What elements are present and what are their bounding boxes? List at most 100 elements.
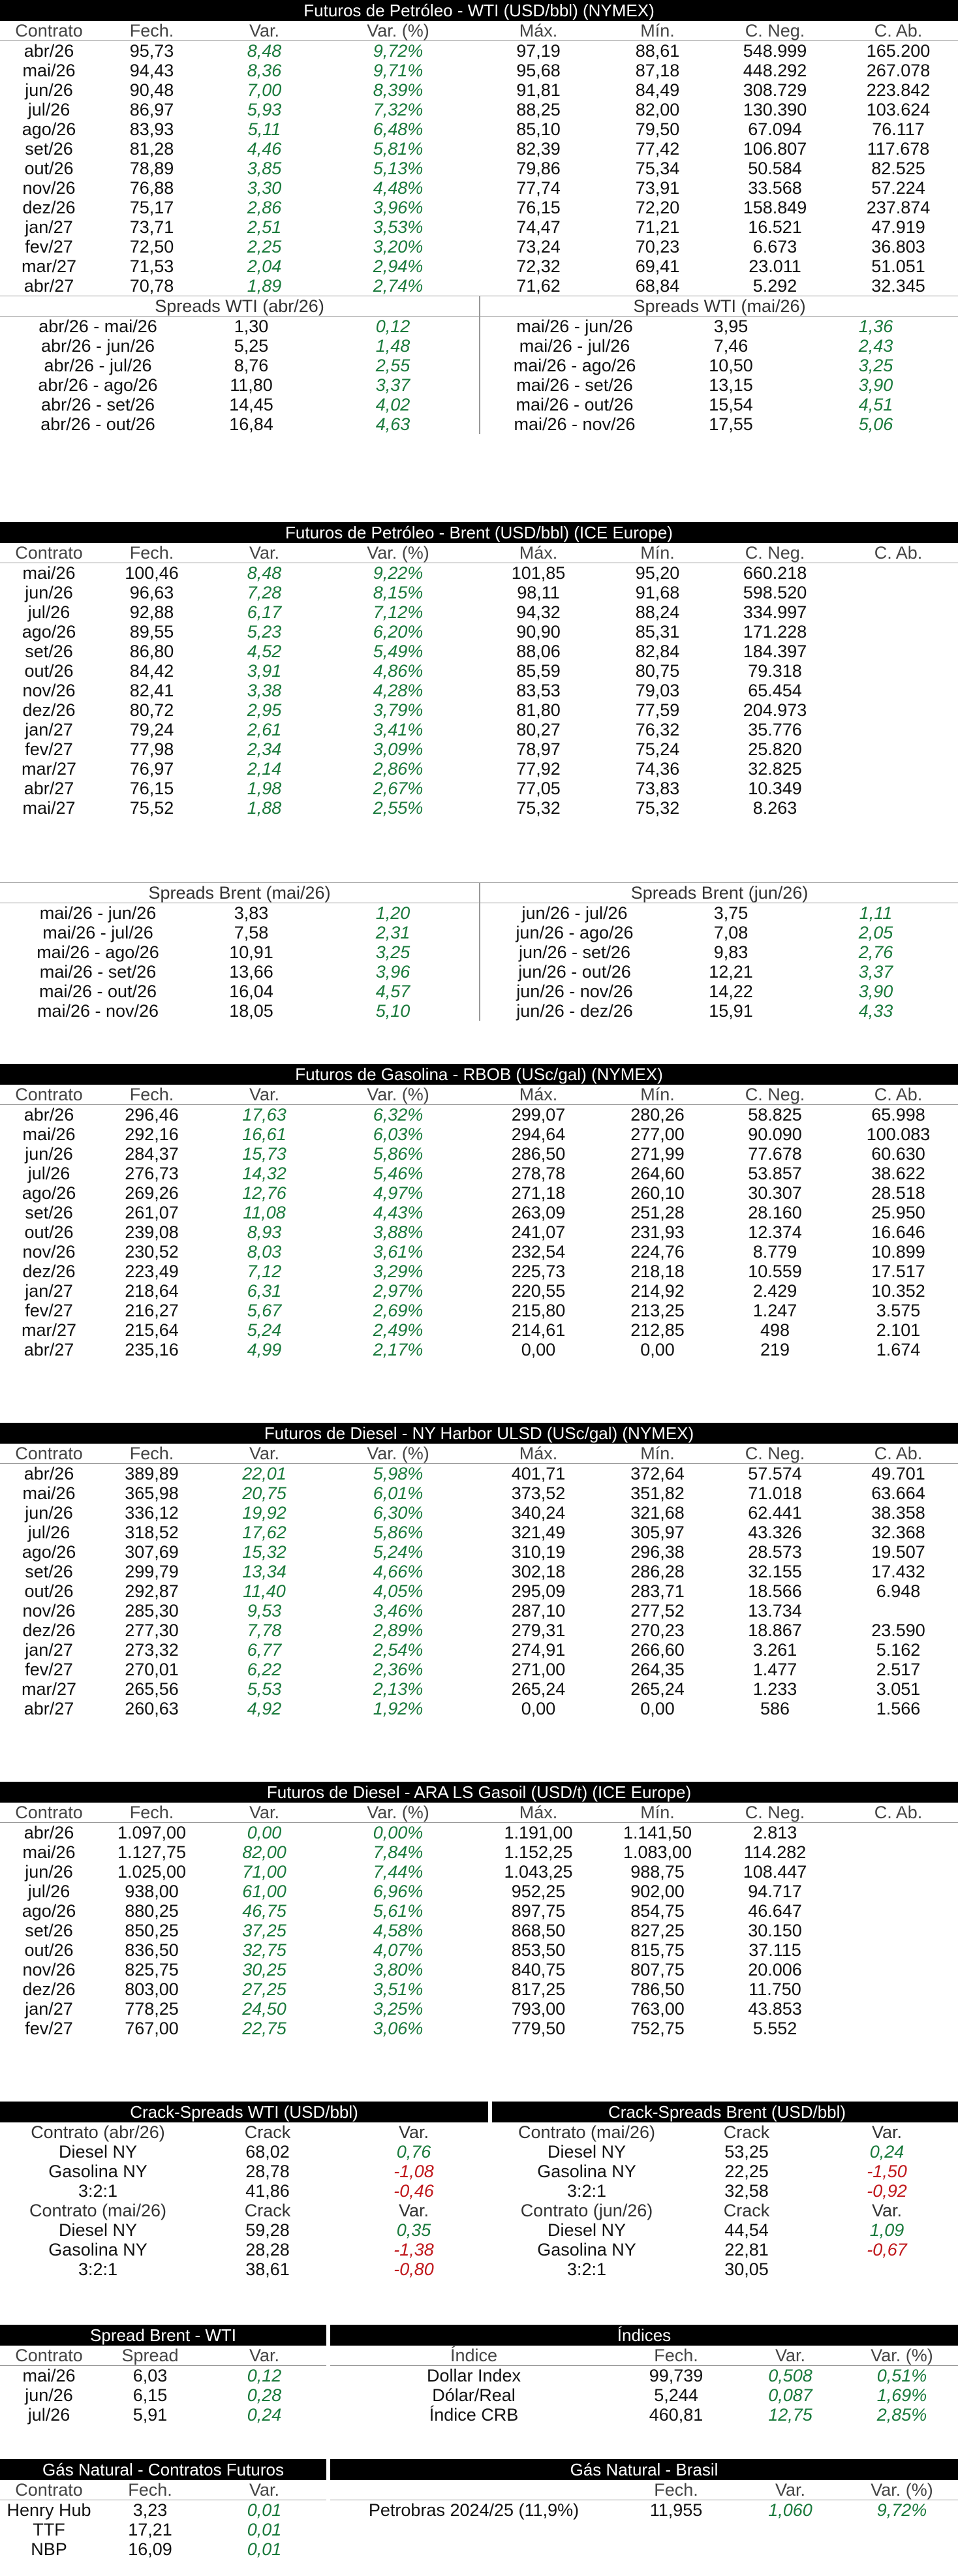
table-cell: 27,25 [242, 1979, 286, 1999]
gas-futuros-table: Contrato Fech. Var. Henry Hub 3,23 0,01 TTF 17,… [0, 2480, 326, 2559]
indices-title: Índices [330, 2325, 958, 2346]
table-row: mai/26 - ago/26 10,50 3,25 [480, 356, 958, 375]
table-cell: mai/26 [22, 61, 76, 80]
crack-wti: Crack-Spreads WTI (USD/bbl) Contrato (ab… [0, 2102, 488, 2279]
table-row: mai/26 - jun/26 3,83 1,20 [0, 903, 479, 923]
table-cell: 11.750 [749, 1979, 801, 1999]
table-cell: 3.051 [876, 1679, 921, 1699]
column-header: Contrato [0, 543, 98, 563]
table-cell: 827,25 [630, 1921, 685, 1940]
rbob-title: Futuros de Gasolina - RBOB (USc/gal) (NY… [0, 1064, 958, 1085]
wti-spreads-right: Spreads WTI (mai/26) mai/26 - jun/26 3,95 1… [479, 296, 958, 434]
table-cell: jun/26 - ago/26 [516, 923, 634, 942]
table-cell: 6,03 [132, 2366, 168, 2385]
table-cell: 72,32 [516, 256, 561, 276]
table-cell: jun/26 [25, 80, 73, 100]
table-cell: jul/26 [27, 1882, 70, 1901]
table-row: nov/26 825,75 30,25 3,80% 840,75 807,75 20.006 [0, 1960, 958, 1979]
table-cell: 586 [760, 1699, 790, 1718]
table-cell: 4,92 [247, 1699, 282, 1718]
table-cell: 4,97% [373, 1183, 424, 1203]
table-cell: 8,03 [247, 1242, 282, 1262]
table-cell: 17,21 [128, 2520, 172, 2539]
table-cell: abr/26 - mai/26 [39, 317, 157, 336]
table-cell: 8,76 [234, 356, 269, 375]
column-header: Crack [723, 2201, 770, 2220]
table-cell: 10.349 [748, 779, 802, 798]
spread-bw-body: Contrato Spread Var. mai/26 6,03 0,12 jun/26 6,… [0, 2346, 326, 2425]
table-cell: 5,244 [654, 2385, 698, 2405]
table-cell: 0,01 [247, 2539, 282, 2559]
table-cell: 204.973 [743, 700, 807, 720]
table-cell: 548.999 [743, 41, 807, 61]
table-row: Petrobras 2024/25 (11,9%) 11,955 1,060 9,72… [330, 2500, 958, 2521]
table-row: nov/26 285,30 9,53 3,46% 287,10 277,52 13.734 [0, 1601, 958, 1621]
table-cell: 75,32 [635, 798, 680, 818]
table-cell: 70,78 [129, 276, 174, 296]
table-row: Diesel NY 44,54 1,09 [492, 2220, 958, 2240]
column-header: Máx. [473, 1803, 604, 1823]
table-cell: -0,92 [867, 2181, 907, 2201]
table-cell: 0,00 [640, 1699, 675, 1718]
column-header: C. Neg. [711, 1444, 839, 1464]
table-cell: -0,80 [394, 2259, 434, 2279]
table-row: mai/26 6,03 0,12 [0, 2366, 326, 2386]
column-header: Var. [398, 2122, 429, 2142]
table-cell: 4,86% [373, 661, 424, 681]
table-row: mai/26 - out/26 16,04 4,57 [0, 982, 479, 1001]
table-cell: 19,92 [242, 1503, 286, 1523]
table-cell: 79,03 [635, 681, 680, 700]
table-cell: 1,88 [247, 798, 282, 818]
table-cell: 16,09 [128, 2539, 172, 2559]
crack-brent: Crack-Spreads Brent (USD/bbl) Contrato (… [492, 2102, 958, 2279]
table-cell: 460,81 [649, 2405, 703, 2425]
table-row: 3:2:1 32,58 -0,92 [492, 2181, 958, 2201]
table-cell: 2,67% [373, 779, 424, 798]
table-cell: 219 [760, 1340, 790, 1359]
table-cell: 1,89 [247, 276, 282, 296]
table-cell: 2,25 [247, 237, 282, 256]
table-cell: 82,84 [635, 642, 680, 661]
table-cell: 660.218 [743, 563, 807, 583]
table-cell: Diesel NY [547, 2220, 626, 2240]
table-cell: 3,30 [247, 178, 282, 198]
table-cell: 9,22% [373, 563, 424, 583]
table-cell: 3,37 [375, 375, 410, 395]
table-cell [839, 720, 958, 739]
table-cell: 938,00 [125, 1882, 179, 1901]
crack-wti-block1: Contrato (abr/26) Crack Var. Diesel NY 68,02… [0, 2122, 488, 2201]
table-cell: 13.734 [748, 1601, 802, 1621]
table-cell: 251,28 [630, 1203, 685, 1222]
table-cell: 82,41 [129, 681, 174, 700]
table-cell: 2,13% [373, 1679, 424, 1699]
table-cell: 79,50 [635, 119, 680, 139]
table-row: Gasolina NY 22,25 -1,50 [492, 2162, 958, 2181]
table-cell: 38.358 [871, 1503, 925, 1523]
table-cell: 389,89 [125, 1464, 179, 1483]
table-cell: 836,50 [125, 1940, 179, 1960]
table-row: fev/27 72,50 2,25 3,20% 73,24 70,23 6.673 36.80… [0, 237, 958, 256]
table-row: jul/26 92,88 6,17 7,12% 94,32 88,24 334.997 [0, 602, 958, 622]
table-cell: 1,09 [869, 2220, 904, 2240]
table-cell: 7,46 [713, 336, 749, 356]
table-cell: 2,86 [247, 198, 282, 217]
gas-brasil: Gás Natural - Brasil Fech. Var. Var. (%) Pe… [330, 2459, 958, 2559]
table-row: jun/26 - dez/26 15,91 4,33 [480, 1001, 958, 1021]
table-cell: 3,46% [373, 1601, 424, 1621]
table-cell: 81,80 [516, 700, 561, 720]
column-header: Var. (%) [323, 1085, 473, 1105]
table-cell: out/26 [24, 1581, 74, 1601]
table-cell: 20,75 [242, 1483, 286, 1503]
column-header: C. Ab. [839, 1444, 958, 1464]
wti-spreads: Spreads WTI (abr/26) abr/26 - mai/26 1,30 0… [0, 296, 958, 434]
table-cell: 2,74% [373, 276, 424, 296]
table-row: set/26 299,79 13,34 4,66% 302,18 286,28 32.155… [0, 1562, 958, 1581]
table-cell: 22,25 [724, 2162, 769, 2181]
table-row: mai/26 - nov/26 17,55 5,06 [480, 414, 958, 434]
table-row: jun/26 - jul/26 3,75 1,11 [480, 903, 958, 923]
table-row: Gasolina NY 28,28 -1,38 [0, 2240, 488, 2259]
table-cell: -1,50 [867, 2162, 907, 2181]
table-cell: 17,55 [709, 414, 753, 434]
column-header-row: Contrato (jun/26) Crack Var. [492, 2201, 958, 2220]
table-cell: -0,46 [394, 2181, 434, 2201]
